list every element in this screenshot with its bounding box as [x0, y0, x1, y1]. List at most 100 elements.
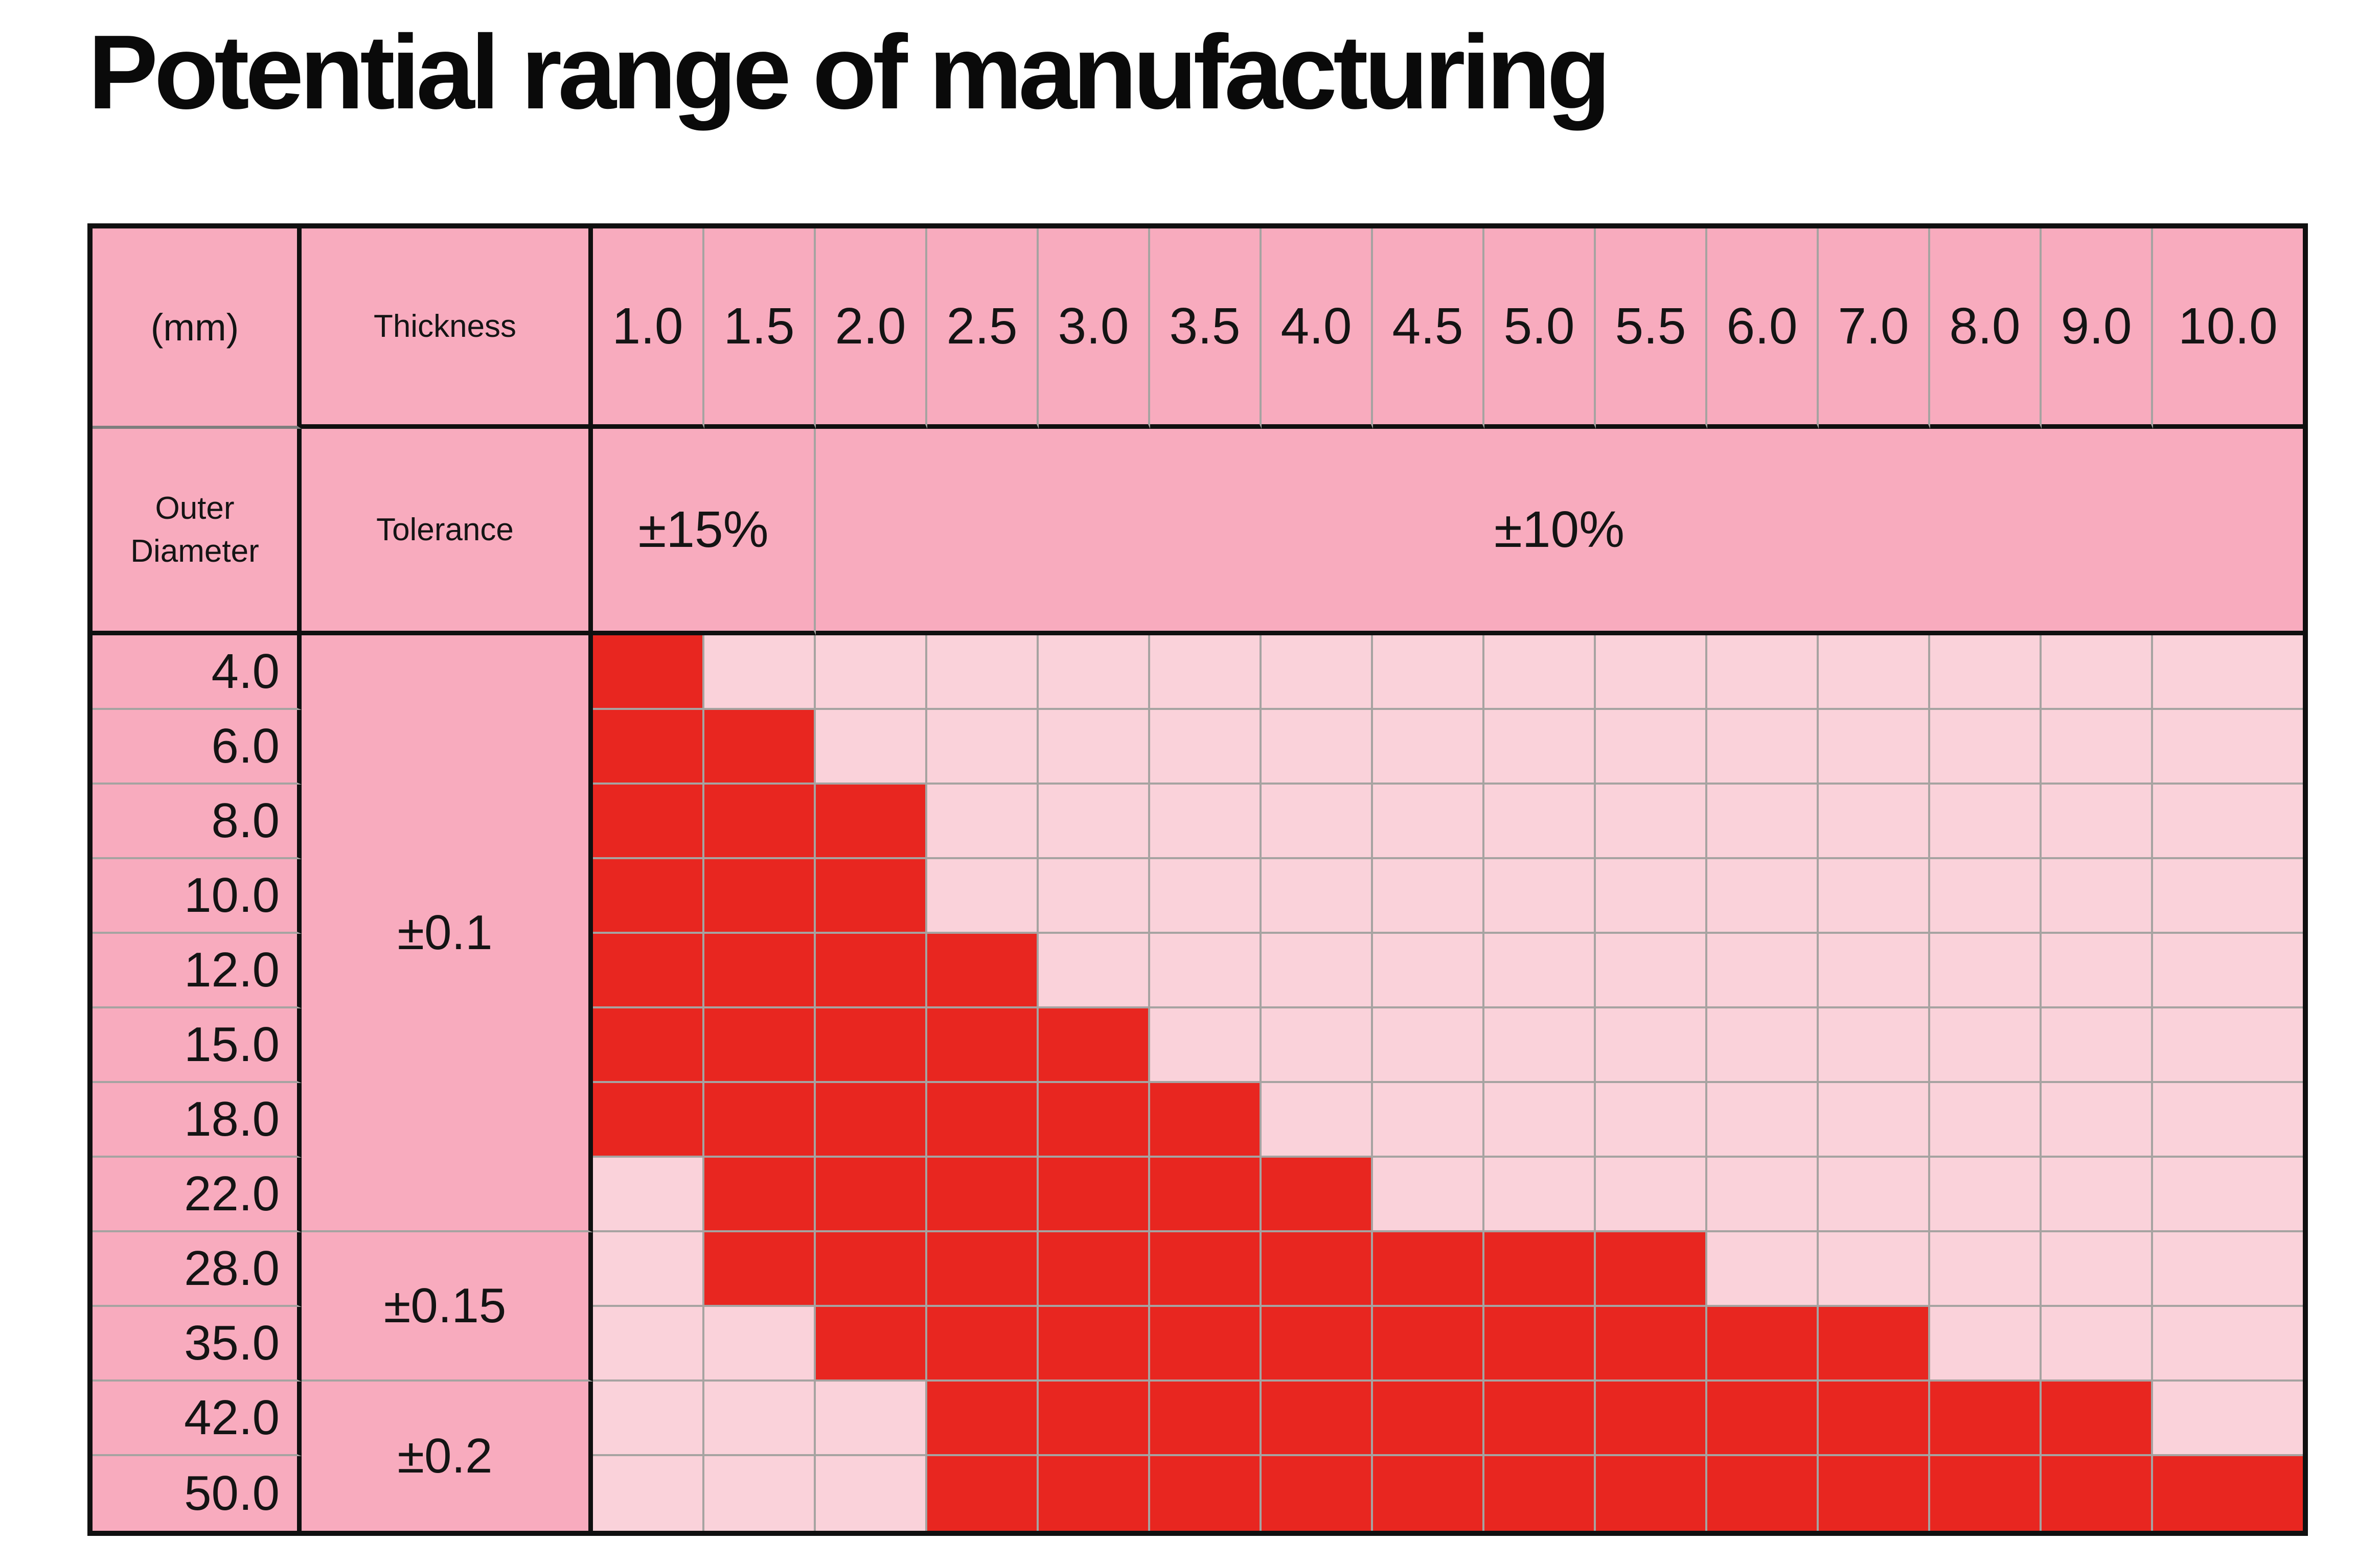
od-label-cell: 10.0: [93, 859, 302, 934]
matrix-cell-unavailable: [2153, 934, 2303, 1008]
matrix-cell-unavailable: [1596, 710, 1707, 785]
matrix-cell-available: [927, 1008, 1039, 1083]
matrix-cell-unavailable: [1707, 785, 1819, 859]
thickness-header-cell: 6.0: [1707, 228, 1819, 429]
matrix-cell-unavailable: [1707, 934, 1819, 1008]
matrix-cell-available: [1596, 1456, 1707, 1531]
matrix-cell-available: [816, 1158, 927, 1232]
matrix-cell-unavailable: [2042, 1158, 2153, 1232]
matrix-cell-available: [927, 934, 1039, 1008]
matrix-cell-available: [1819, 1307, 1930, 1382]
matrix-cell-unavailable: [1262, 635, 1373, 710]
matrix-cell-available: [704, 785, 816, 859]
matrix-cell-unavailable: [704, 1456, 816, 1531]
thickness-header-cell: 1.0: [593, 228, 704, 429]
matrix-cell-available: [1484, 1456, 1596, 1531]
matrix-cell-available: [1039, 1232, 1150, 1307]
matrix-cell-unavailable: [1484, 710, 1596, 785]
matrix-cell-unavailable: [2153, 710, 2303, 785]
matrix-cell-unavailable: [2153, 1232, 2303, 1307]
matrix-cell-unavailable: [2153, 785, 2303, 859]
matrix-cell-unavailable: [1039, 934, 1150, 1008]
matrix-cell-unavailable: [1930, 710, 2042, 785]
matrix-cell-unavailable: [1262, 1083, 1373, 1158]
matrix-cell-available: [816, 1307, 927, 1382]
matrix-cell-available: [1150, 1382, 1262, 1456]
od-label-cell: 6.0: [93, 710, 302, 785]
thickness-header-cell: 5.5: [1596, 228, 1707, 429]
matrix-cell-available: [1484, 1232, 1596, 1307]
matrix-cell-available: [1373, 1307, 1484, 1382]
matrix-cell-unavailable: [2042, 934, 2153, 1008]
matrix-cell-unavailable: [1262, 710, 1373, 785]
matrix-cell-unavailable: [2153, 1307, 2303, 1382]
matrix-cell-unavailable: [704, 1307, 816, 1382]
matrix-cell-available: [1150, 1456, 1262, 1531]
matrix-cell-available: [2153, 1456, 2303, 1531]
od-label-cell: 8.0: [93, 785, 302, 859]
matrix-cell-available: [593, 934, 704, 1008]
matrix-cell-unavailable: [1150, 1008, 1262, 1083]
matrix-cell-unavailable: [1930, 1158, 2042, 1232]
matrix-cell-available: [704, 1232, 816, 1307]
thickness-header-cell: 5.0: [1484, 228, 1596, 429]
matrix-cell-unavailable: [1707, 635, 1819, 710]
matrix-cell-unavailable: [2042, 1307, 2153, 1382]
matrix-cell-unavailable: [1819, 785, 1930, 859]
matrix-cell-available: [593, 1008, 704, 1083]
matrix-cell-unavailable: [2153, 1382, 2303, 1456]
matrix-cell-unavailable: [1262, 859, 1373, 934]
matrix-cell-available: [927, 1456, 1039, 1531]
matrix-cell-unavailable: [927, 785, 1039, 859]
matrix-cell-available: [1150, 1307, 1262, 1382]
matrix-cell-unavailable: [1262, 934, 1373, 1008]
matrix-cell-unavailable: [1373, 1008, 1484, 1083]
matrix-cell-unavailable: [1596, 635, 1707, 710]
matrix-cell-available: [927, 1083, 1039, 1158]
matrix-cell-available: [927, 1382, 1039, 1456]
matrix-cell-unavailable: [1484, 934, 1596, 1008]
matrix-cell-unavailable: [1930, 1083, 2042, 1158]
matrix-cell-unavailable: [1039, 710, 1150, 785]
matrix-cell-unavailable: [2153, 1158, 2303, 1232]
manufacturing-range-table: (mm) Thickness Outer Diameter Tolerance …: [87, 223, 2308, 1536]
unit-label-cell: (mm): [93, 228, 302, 429]
matrix-cell-available: [593, 710, 704, 785]
matrix-cell-available: [1707, 1456, 1819, 1531]
matrix-cell-available: [1596, 1382, 1707, 1456]
od-label-cell: 12.0: [93, 934, 302, 1008]
matrix-cell-unavailable: [1150, 710, 1262, 785]
matrix-cell-available: [593, 1083, 704, 1158]
matrix-cell-unavailable: [2042, 1232, 2153, 1307]
matrix-cell-unavailable: [927, 859, 1039, 934]
matrix-cell-unavailable: [1484, 635, 1596, 710]
matrix-cell-available: [704, 710, 816, 785]
matrix-cell-available: [1039, 1008, 1150, 1083]
matrix-cell-unavailable: [1373, 785, 1484, 859]
matrix-cell-unavailable: [927, 635, 1039, 710]
matrix-cell-available: [1262, 1456, 1373, 1531]
matrix-cell-unavailable: [816, 1382, 927, 1456]
matrix-cell-available: [704, 859, 816, 934]
matrix-cell-unavailable: [1596, 934, 1707, 1008]
matrix-cell-unavailable: [1596, 1083, 1707, 1158]
diameter-tolerance-cell-0-2: ±0.2: [302, 1382, 593, 1531]
matrix-cell-unavailable: [1596, 1158, 1707, 1232]
matrix-cell-available: [1373, 1232, 1484, 1307]
matrix-cell-unavailable: [2153, 859, 2303, 934]
matrix-cell-unavailable: [927, 710, 1039, 785]
matrix-cell-available: [1039, 1083, 1150, 1158]
od-label-cell: 18.0: [93, 1083, 302, 1158]
matrix-cell-unavailable: [1930, 1232, 2042, 1307]
matrix-cell-unavailable: [816, 635, 927, 710]
matrix-cell-available: [1039, 1382, 1150, 1456]
matrix-cell-unavailable: [1150, 859, 1262, 934]
matrix-cell-unavailable: [1484, 1008, 1596, 1083]
matrix-cell-available: [1262, 1158, 1373, 1232]
matrix-cell-unavailable: [1484, 859, 1596, 934]
matrix-cell-available: [593, 785, 704, 859]
matrix-cell-unavailable: [1262, 1008, 1373, 1083]
od-label-cell: 15.0: [93, 1008, 302, 1083]
matrix-cell-available: [1707, 1307, 1819, 1382]
